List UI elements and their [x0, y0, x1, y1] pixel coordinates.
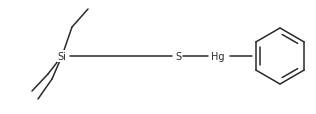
Text: Si: Si [58, 52, 66, 61]
Text: S: S [175, 52, 181, 61]
Text: Hg: Hg [211, 52, 225, 61]
